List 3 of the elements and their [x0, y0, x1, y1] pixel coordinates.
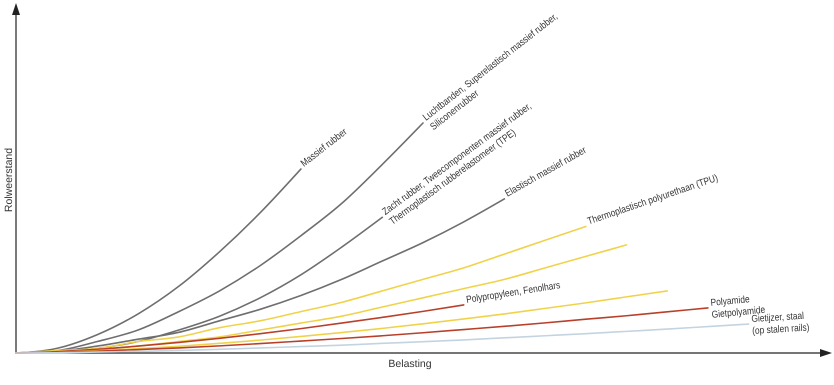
- y-axis-title: Rolweerstand: [3, 148, 15, 212]
- x-axis-title: Belasting: [388, 358, 432, 370]
- text: Polypropyleen, Fenolhars: [465, 279, 562, 306]
